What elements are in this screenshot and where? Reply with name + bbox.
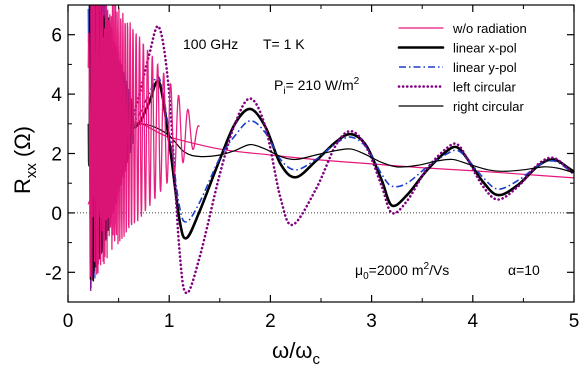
y-tick-label: 4: [51, 85, 62, 106]
y-axis-label-unit: (Ω): [10, 126, 35, 157]
annotation-power-sup: 2: [354, 76, 360, 87]
annotation-mobility: μ0=2000 m2/Vs: [355, 261, 449, 282]
sdh-oscillation-layer: [87, 5, 200, 291]
y-axis-label-main: R: [10, 178, 35, 194]
legend: w/o radiation linear x-pol linear y-pol lef…: [397, 21, 527, 114]
annotation-power-sub: i: [283, 86, 285, 97]
x-tick-label: 3: [366, 311, 377, 332]
annotation-temperature: T= 1 K: [263, 36, 305, 52]
y-tick-label: 0: [51, 204, 62, 225]
x-tick-label: 4: [468, 311, 479, 332]
x-tick-label: 0: [63, 311, 74, 332]
legend-label: linear y-pol: [453, 60, 517, 75]
annotation-mobility-main: μ: [355, 262, 363, 278]
y-axis-label-sub: xx: [23, 163, 40, 179]
tick-layer: 0 1 2 3 4 5 -2 0 2 4 6: [45, 5, 579, 332]
annotation-alpha: α=10: [508, 262, 540, 278]
x-tick-label: 2: [265, 311, 276, 332]
series-layer: [68, 24, 574, 295]
annotation-mobility-end: /Vs: [429, 262, 449, 278]
series-line-linear-y-pol: [128, 75, 574, 223]
series-line-left-circular: [127, 24, 574, 295]
y-tick-label: 6: [51, 26, 62, 47]
sdh-oscillation: [87, 5, 200, 281]
annotation-power-main: P: [274, 77, 283, 93]
legend-label: linear x-pol: [453, 41, 517, 56]
legend-label: left circular: [453, 80, 517, 95]
annotation-frequency: 100 GHz: [183, 36, 238, 52]
x-axis-label: ω/ωc: [272, 338, 320, 368]
annotation-power-mid: = 210 W/m: [286, 77, 354, 93]
x-axis-label-sub: c: [312, 351, 320, 368]
series-line-w-o-radiation: [87, 121, 574, 205]
annotation-mobility-mid: =2000 m: [369, 262, 424, 278]
x-tick-label: 1: [164, 311, 175, 332]
legend-label: w/o radiation: [452, 21, 527, 36]
annotation-mobility-sup: 2: [424, 261, 430, 272]
y-tick-label: -2: [45, 263, 62, 284]
series-line-right-circular: [123, 123, 574, 174]
x-axis-label-main: ω/ω: [272, 338, 312, 363]
annotation-power: Pi= 210 W/m2: [274, 76, 360, 97]
x-tick-label: 5: [569, 311, 580, 332]
annotation-mobility-sub: 0: [363, 271, 369, 282]
y-axis-label: Rxx (Ω): [10, 126, 40, 194]
legend-label: right circular: [453, 99, 524, 114]
y-tick-label: 2: [51, 145, 62, 166]
